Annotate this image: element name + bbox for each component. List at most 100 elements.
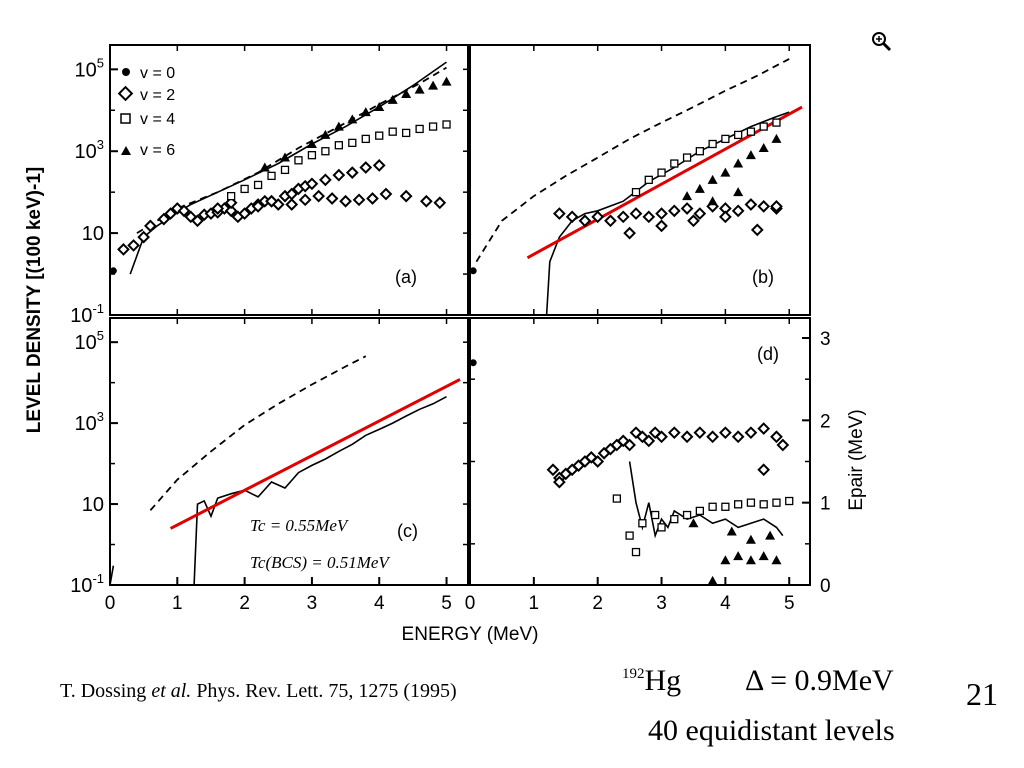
curve-c-dashed-0 xyxy=(149,355,367,511)
point-a-filled-circle xyxy=(109,267,117,275)
point-a-diamond xyxy=(352,193,366,207)
point-b-diamond xyxy=(693,207,707,220)
point-a-diamond xyxy=(339,194,352,208)
levels-caption: 40 equidistant levels xyxy=(648,714,895,747)
point-b-diamond xyxy=(565,210,579,224)
panel-frame-b xyxy=(469,44,811,316)
point-b-diamond xyxy=(719,210,732,224)
point-a-diamond xyxy=(305,177,319,191)
point-b-open-square xyxy=(746,127,756,136)
y-tick-label: 103 xyxy=(75,409,104,435)
point-a-diamond xyxy=(285,198,299,211)
legend-marker-v4 xyxy=(120,113,131,124)
point-b-diamond xyxy=(750,223,764,237)
point-d-diamond xyxy=(757,463,771,477)
point-d-open-square xyxy=(670,514,679,524)
point-a-diamond xyxy=(366,192,379,205)
point-b-open-square xyxy=(657,168,666,177)
point-a-open-square xyxy=(402,128,411,138)
point-b-diamond xyxy=(757,199,771,213)
point-a-filled-triangle xyxy=(280,152,290,162)
point-d-open-square xyxy=(625,531,634,540)
point-b-diamond xyxy=(578,214,592,228)
y-axis-label-level-density: LEVEL DENSITY [(100 keV)-1] xyxy=(24,167,45,433)
point-d-filled-triangle xyxy=(745,534,756,544)
point-a-diamond xyxy=(312,189,326,203)
magnifier-icon xyxy=(872,32,892,52)
point-d-open-square xyxy=(638,519,647,528)
point-d-diamond xyxy=(719,426,732,440)
point-a-filled-triangle xyxy=(414,84,425,94)
point-b-diamond xyxy=(623,226,636,240)
point-a-open-square xyxy=(348,138,357,148)
point-b-open-square xyxy=(644,175,653,184)
point-d-open-square xyxy=(785,496,794,506)
zoom-in-icon[interactable] xyxy=(870,30,894,54)
slide-number: 21 xyxy=(966,676,998,712)
point-b-diamond xyxy=(553,207,566,220)
point-a-diamond xyxy=(298,193,312,207)
point-b-open-square xyxy=(670,159,679,168)
point-b-diamond xyxy=(629,207,643,220)
point-b-diamond xyxy=(655,219,668,233)
point-d-diamond xyxy=(667,426,681,440)
point-a-open-square xyxy=(321,147,330,156)
point-d-diamond xyxy=(546,463,560,477)
citation-authors: T. Dossing xyxy=(60,680,152,702)
point-a-open-square xyxy=(428,122,438,131)
point-b-filled-triangle xyxy=(771,133,782,143)
point-a-diamond xyxy=(359,161,373,174)
point-b-open-square xyxy=(721,134,730,144)
point-a-filled-triangle xyxy=(306,139,317,149)
point-b-filled-triangle xyxy=(745,150,756,160)
legend-label-v4: v = 4 xyxy=(140,111,175,128)
y-tick-label: 105 xyxy=(75,328,104,354)
point-b-diamond xyxy=(642,210,656,224)
point-b-open-square xyxy=(734,130,743,140)
tc-annotation: Tc = 0.55MeV xyxy=(250,516,350,535)
point-a-filled-triangle xyxy=(320,129,331,139)
point-a-filled-triangle xyxy=(401,88,412,98)
point-d-filled-triangle xyxy=(688,518,699,528)
citation-journal: Phys. Rev. Lett. 75, 1275 (1995) xyxy=(191,680,457,702)
point-b-filled-triangle xyxy=(758,142,769,152)
tc-bcs-annotation: Tc(BCS) = 0.51MeV xyxy=(250,553,391,572)
point-d-filled-triangle xyxy=(726,526,737,536)
epair-tick-label: 2 xyxy=(820,411,831,432)
point-b-open-square xyxy=(682,153,692,162)
x-tick-label: 1 xyxy=(172,593,183,614)
point-b-open-square xyxy=(708,139,717,149)
point-a-open-square xyxy=(415,124,424,134)
curve-c-solid-2 xyxy=(109,565,115,586)
point-b-open-square xyxy=(695,147,704,156)
point-d-diamond xyxy=(553,475,566,489)
point-a-diamond xyxy=(177,204,191,218)
point-b-diamond xyxy=(687,214,700,228)
x-tick-label: 2 xyxy=(239,593,250,614)
point-a-diamond xyxy=(224,204,238,218)
point-a-open-square xyxy=(361,134,370,144)
point-a-diamond xyxy=(144,219,157,233)
panel-frame-c xyxy=(109,317,469,586)
fit-line-c xyxy=(169,378,461,530)
point-b-filled-triangle xyxy=(707,196,718,206)
point-a-open-square xyxy=(240,184,249,194)
point-b-filled-triangle xyxy=(694,183,705,193)
y-tick-label: 105 xyxy=(75,55,104,81)
delta-value: Δ = 0.9MeV xyxy=(745,664,894,697)
point-a-diamond xyxy=(319,173,332,187)
x-tick-label: 4 xyxy=(374,593,385,614)
point-b-filled-triangle xyxy=(733,158,744,168)
point-b-open-square xyxy=(759,122,768,131)
nucleus-label: 192Hg xyxy=(622,664,681,698)
epair-tick-label: 0 xyxy=(820,576,831,597)
point-a-diamond xyxy=(285,187,299,201)
point-d-filled-triangle xyxy=(758,551,769,561)
point-b-diamond xyxy=(731,204,745,218)
epair-tick-label: 1 xyxy=(820,494,831,515)
point-a-diamond xyxy=(191,214,204,228)
point-a-filled-triangle xyxy=(259,162,270,172)
point-a-filled-triangle xyxy=(428,80,439,90)
point-d-open-square xyxy=(657,523,666,532)
